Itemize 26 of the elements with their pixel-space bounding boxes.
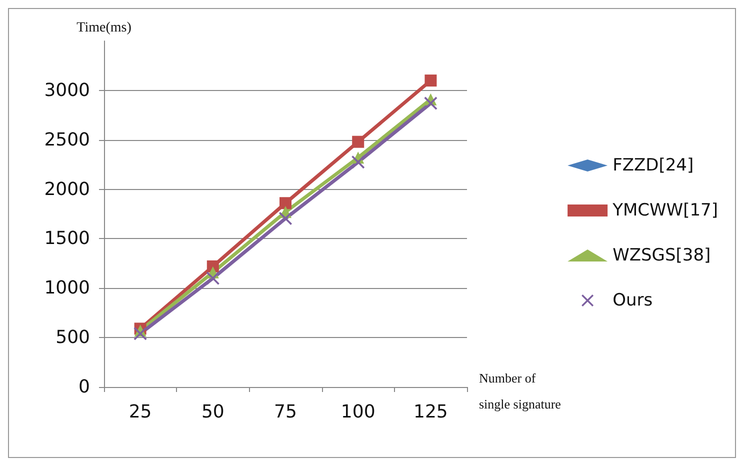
- y-tick-label: 1000: [44, 278, 90, 299]
- y-axis-title: Time(ms): [76, 20, 132, 36]
- point: [134, 327, 147, 340]
- legend-label: Ours: [612, 290, 653, 310]
- y-tick-label: 2000: [44, 178, 90, 200]
- legend-label: YMCWW[17]: [612, 200, 718, 220]
- point: [206, 272, 220, 285]
- point: [424, 74, 437, 87]
- y-tick-label: 1500: [44, 228, 90, 250]
- x-tick-label: 100: [340, 402, 376, 422]
- x-axis-title: Number of single signature: [479, 370, 562, 412]
- x-tick-label: 50: [201, 402, 224, 422]
- x-tick-label: 125: [414, 402, 448, 422]
- y-tick-label: 500: [56, 327, 90, 348]
- point: [279, 212, 292, 225]
- x-tick-label: 25: [128, 402, 152, 422]
- legend-label: WZSGS[38]: [612, 246, 711, 266]
- point: [352, 156, 365, 169]
- legend-label: FZZD[24]: [612, 156, 694, 176]
- x-tick-label: 75: [274, 402, 297, 422]
- y-tick-label: 2500: [44, 129, 90, 150]
- point: [424, 96, 438, 110]
- point: [352, 136, 364, 148]
- y-tick-label: 3000: [44, 80, 90, 101]
- y-tick-label: 0: [78, 376, 90, 398]
- point: [280, 197, 292, 210]
